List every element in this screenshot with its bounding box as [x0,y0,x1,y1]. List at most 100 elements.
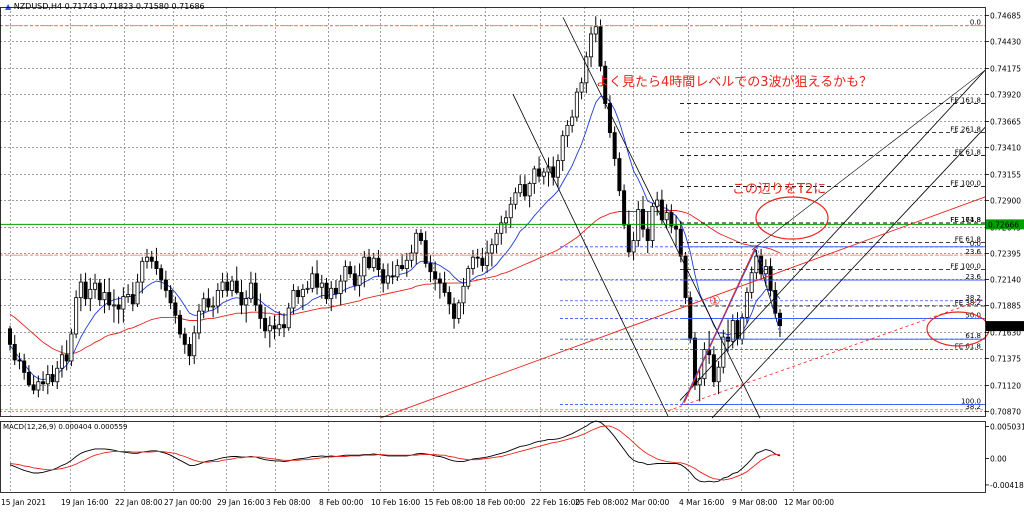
macd-frame [0,421,986,493]
candle-bull [88,288,93,300]
price-frame [0,7,986,417]
candle-bear [97,282,102,301]
candle-bear [381,269,386,284]
ma-fast-line [9,95,781,381]
blue-leg-2 [756,246,781,336]
grid [0,7,985,492]
candle-bear [234,280,239,293]
candle-bull [291,289,296,309]
candle-bear [239,292,244,306]
candle-bear [480,257,485,266]
candle-bull [211,305,216,308]
fib-level-label: 23.6 [965,248,981,256]
fib-level-label: 61.8 [965,332,981,340]
fib-level-label: 0.0 [970,240,981,248]
fib-level-label: 50.0 [965,311,981,319]
candle-bull [570,116,575,126]
candle-bull [565,124,570,137]
candle-bear [452,303,457,319]
candle-bull [305,287,310,290]
current-price-tag [986,321,1024,332]
candle-bull [584,56,589,84]
candle-bear [31,384,36,391]
y-tick-label: 0.74430 [990,38,1021,47]
candle-bear [735,320,740,340]
fib-level-label: FE 100.0 [950,180,981,188]
fib-level-label: 23.6 [965,273,981,281]
y-tick-label: 0.73665 [990,118,1021,127]
candle-bear [622,190,627,226]
candle-bull [385,275,390,284]
candle-bull [730,320,735,342]
symbol-label: NZDUSD,H4 [13,2,63,11]
y-tick-label: 0.70870 [990,408,1021,417]
wave-marker-1: ① [709,294,721,309]
candle-bear [272,325,277,330]
candle-bull [69,333,74,362]
target-ellipse [755,196,829,240]
candle-bull [754,255,759,274]
candle-bull [201,298,206,312]
candle-bear [163,279,168,291]
candle-bear [376,257,381,271]
candle-bull [78,281,83,299]
y-tick-label: 0.71630 [990,329,1021,338]
fib-level-label: FE 61.8 [955,343,981,351]
candle-bear [537,168,542,177]
candle-bull [527,183,532,197]
y-tick-label: 0.74175 [990,65,1021,74]
candle-bear [168,289,173,304]
candle-bear [130,294,135,305]
candle-bull [589,33,594,58]
candle-bull [655,199,660,207]
x-tick-label: 15 Feb 08:00 [424,498,473,507]
candle-bear [348,266,353,275]
red-dashed-trendline [667,298,986,412]
red-trendline [379,196,986,419]
candle-bull [489,244,494,254]
note-t2: この辺りをT2に [732,182,826,197]
candle-bear [154,260,159,269]
candle-bull [277,324,282,330]
candle-bear [683,255,688,299]
candle-bear [178,314,183,335]
candle-bear [442,282,447,293]
candle-bull [404,259,409,269]
green-level-tag [986,219,1024,230]
macd-y-tick-label: 0.00 [990,454,1007,463]
x-tick-label: 18 Feb 00:00 [476,498,525,507]
candle-bull [574,91,579,118]
candle-bull [362,256,367,277]
candle-bear [428,263,433,273]
candle-bull [555,160,560,178]
axes: 15 Jan 2021 19 Jan 16:00 22 Jan 08:00 27 Ja… [0,7,1024,507]
fib-level-label: 0.0 [970,19,981,27]
candle-bull [220,281,225,291]
candle-bull [508,203,513,219]
candle-bull [357,275,362,286]
candle-bull [461,285,466,304]
candle-bear [22,360,27,373]
fib-level-label: 38.2 [965,294,981,302]
current-price-label: 0.71686 [988,322,1019,331]
channel-lower [512,94,669,417]
candle-bear [390,275,395,278]
candle-bull [518,184,523,194]
candle-bear [50,374,55,383]
candle-bear [612,132,617,159]
candle-bear [41,381,46,385]
candle-bull [230,280,235,291]
candle-bear [333,287,338,294]
fib-level-label: 100.0 [961,398,981,406]
candle-bull [102,292,107,301]
candle-bull [286,307,291,329]
candle-bear [12,343,17,361]
candle-bull [267,325,272,332]
candle-bear [645,228,650,241]
candle-bear [598,26,603,67]
macd-line [9,420,781,483]
x-tick-label: 3 Feb 08:00 [266,498,311,507]
candle-bull [319,282,324,288]
candle-bear [626,224,631,253]
